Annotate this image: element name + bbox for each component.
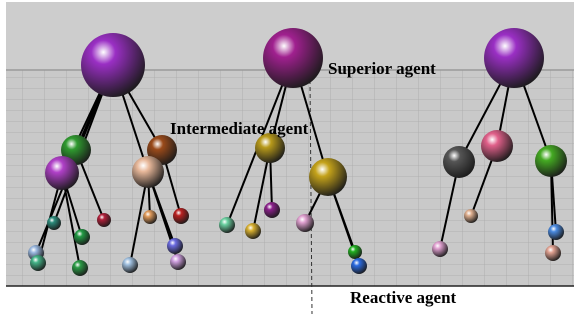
agent-sphere <box>167 238 183 254</box>
agent-sphere <box>143 210 157 224</box>
agent-sphere <box>264 202 280 218</box>
intermediate-label: Intermediate agent <box>170 119 309 138</box>
floor-grid <box>6 70 574 286</box>
agent-sphere <box>548 224 564 240</box>
agent-sphere <box>72 260 88 276</box>
agent-sphere <box>443 146 475 178</box>
agent-sphere <box>219 217 235 233</box>
agent-sphere <box>81 33 145 97</box>
agent-sphere <box>432 241 448 257</box>
agent-sphere <box>348 245 362 259</box>
agent-sphere <box>545 245 561 261</box>
agent-sphere <box>45 156 79 190</box>
agent-sphere <box>464 209 478 223</box>
agent-sphere <box>170 254 186 270</box>
agent-sphere <box>132 156 164 188</box>
agent-sphere <box>245 223 261 239</box>
reactive-label: Reactive agent <box>350 288 457 307</box>
agent-sphere <box>74 229 90 245</box>
agent-sphere <box>296 214 314 232</box>
agent-sphere <box>351 258 367 274</box>
agent-sphere <box>263 28 323 88</box>
agent-sphere <box>122 257 138 273</box>
agent-sphere <box>47 216 61 230</box>
agent-sphere <box>97 213 111 227</box>
agent-hierarchy-scene: Superior agent Intermediate agent Reacti… <box>0 0 578 314</box>
agent-sphere <box>535 145 567 177</box>
agent-sphere <box>173 208 189 224</box>
agent-sphere <box>309 158 347 196</box>
agent-sphere <box>481 130 513 162</box>
agent-sphere <box>30 255 46 271</box>
agent-sphere <box>484 28 544 88</box>
superior-label: Superior agent <box>328 59 436 78</box>
